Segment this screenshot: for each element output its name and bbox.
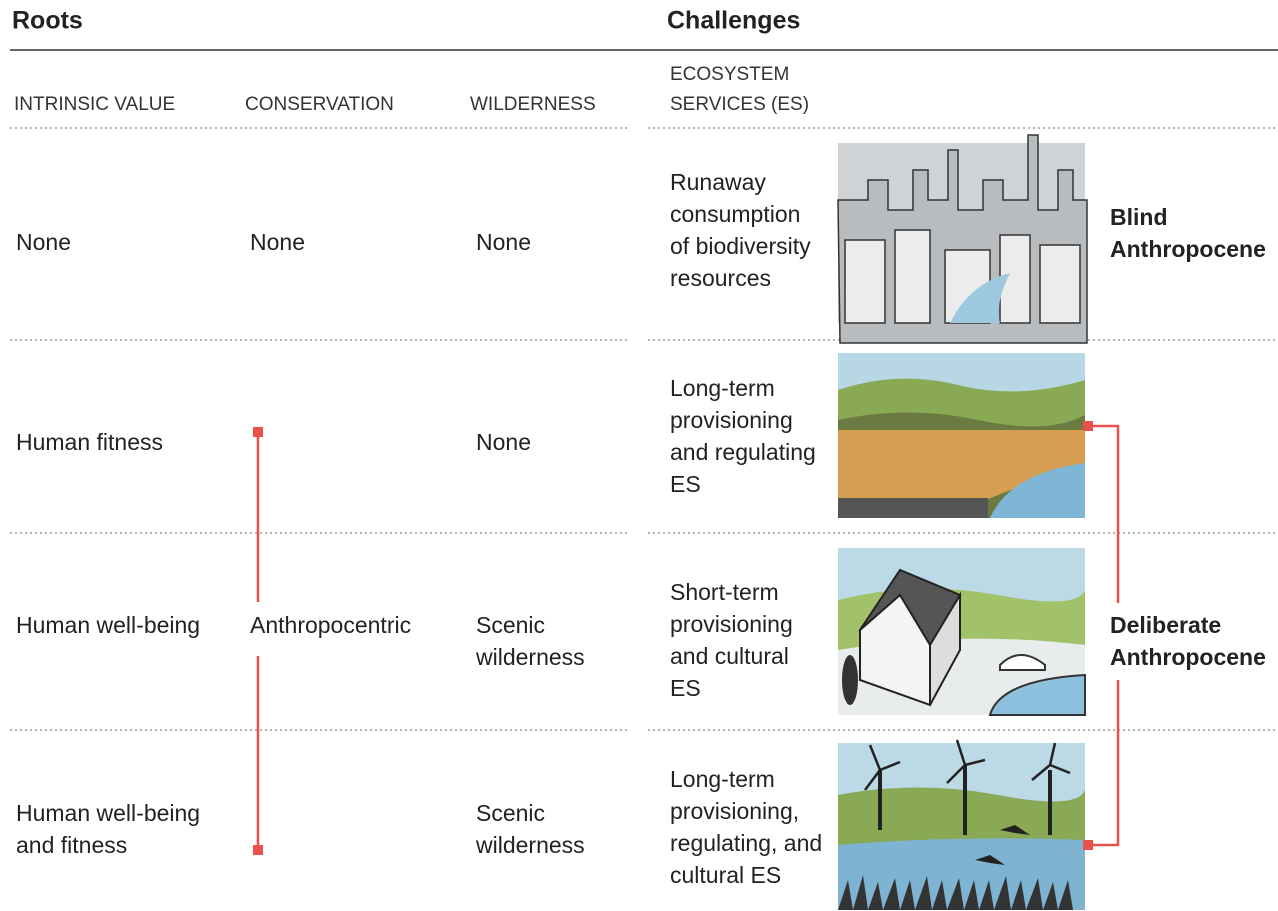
anthropocentric-bracket <box>253 427 263 855</box>
intrinsic-value: None <box>16 229 71 255</box>
wilderness: wilderness <box>475 832 585 858</box>
ecosystem-services: regulating, and <box>670 830 822 856</box>
outcome-label: Blind <box>1110 204 1168 230</box>
column-header: ECOSYSTEM <box>670 64 789 85</box>
conservation: None <box>250 229 305 255</box>
ecosystem-services: provisioning <box>670 407 793 433</box>
ecosystem-services: provisioning <box>670 611 793 637</box>
ecosystem-services: ES <box>670 471 701 497</box>
header-challenges: Challenges <box>667 7 800 35</box>
column-header: INTRINSIC VALUE <box>14 94 175 115</box>
ecosystem-services: ES <box>670 675 701 701</box>
crops-illustration <box>838 353 1085 518</box>
ecosystem-services: Runaway <box>670 169 766 195</box>
header-roots: Roots <box>12 7 83 35</box>
wilderness: wilderness <box>475 644 585 670</box>
outcome-label: Anthropocene <box>1110 644 1266 670</box>
intrinsic-value: Human well-being <box>16 612 200 638</box>
wilderness: Scenic <box>476 612 545 638</box>
deliberate-bracket <box>1083 421 1120 850</box>
ecosystem-services: and cultural <box>670 643 789 669</box>
column-header: CONSERVATION <box>245 94 394 115</box>
ecosystem-services: Long-term <box>670 375 775 401</box>
intrinsic-value: and fitness <box>16 832 127 858</box>
column-header: SERVICES (ES) <box>670 94 809 115</box>
wind-illustration <box>838 739 1085 910</box>
wilderness: None <box>476 229 531 255</box>
ecosystem-services: and regulating <box>670 439 816 465</box>
house-illustration <box>838 548 1086 716</box>
ecosystem-services: resources <box>670 265 771 291</box>
wilderness: None <box>476 429 531 455</box>
wilderness: Scenic <box>476 800 545 826</box>
column-header: WILDERNESS <box>470 94 596 115</box>
ecosystem-services: of biodiversity <box>670 233 811 259</box>
outcome-label: Deliberate <box>1110 612 1221 638</box>
ecosystem-services: Long-term <box>670 766 775 792</box>
ecosystem-services: cultural ES <box>670 862 781 888</box>
ecosystem-services: provisioning, <box>670 798 799 824</box>
intrinsic-value: Human fitness <box>16 429 163 455</box>
outcome-label: Anthropocene <box>1110 236 1266 262</box>
intrinsic-value: Human well-being <box>16 800 200 826</box>
bracket-label: Anthropocentric <box>250 612 411 638</box>
city-illustration <box>837 134 1088 344</box>
ecosystem-services: consumption <box>670 201 800 227</box>
ecosystem-services: Short-term <box>670 579 779 605</box>
